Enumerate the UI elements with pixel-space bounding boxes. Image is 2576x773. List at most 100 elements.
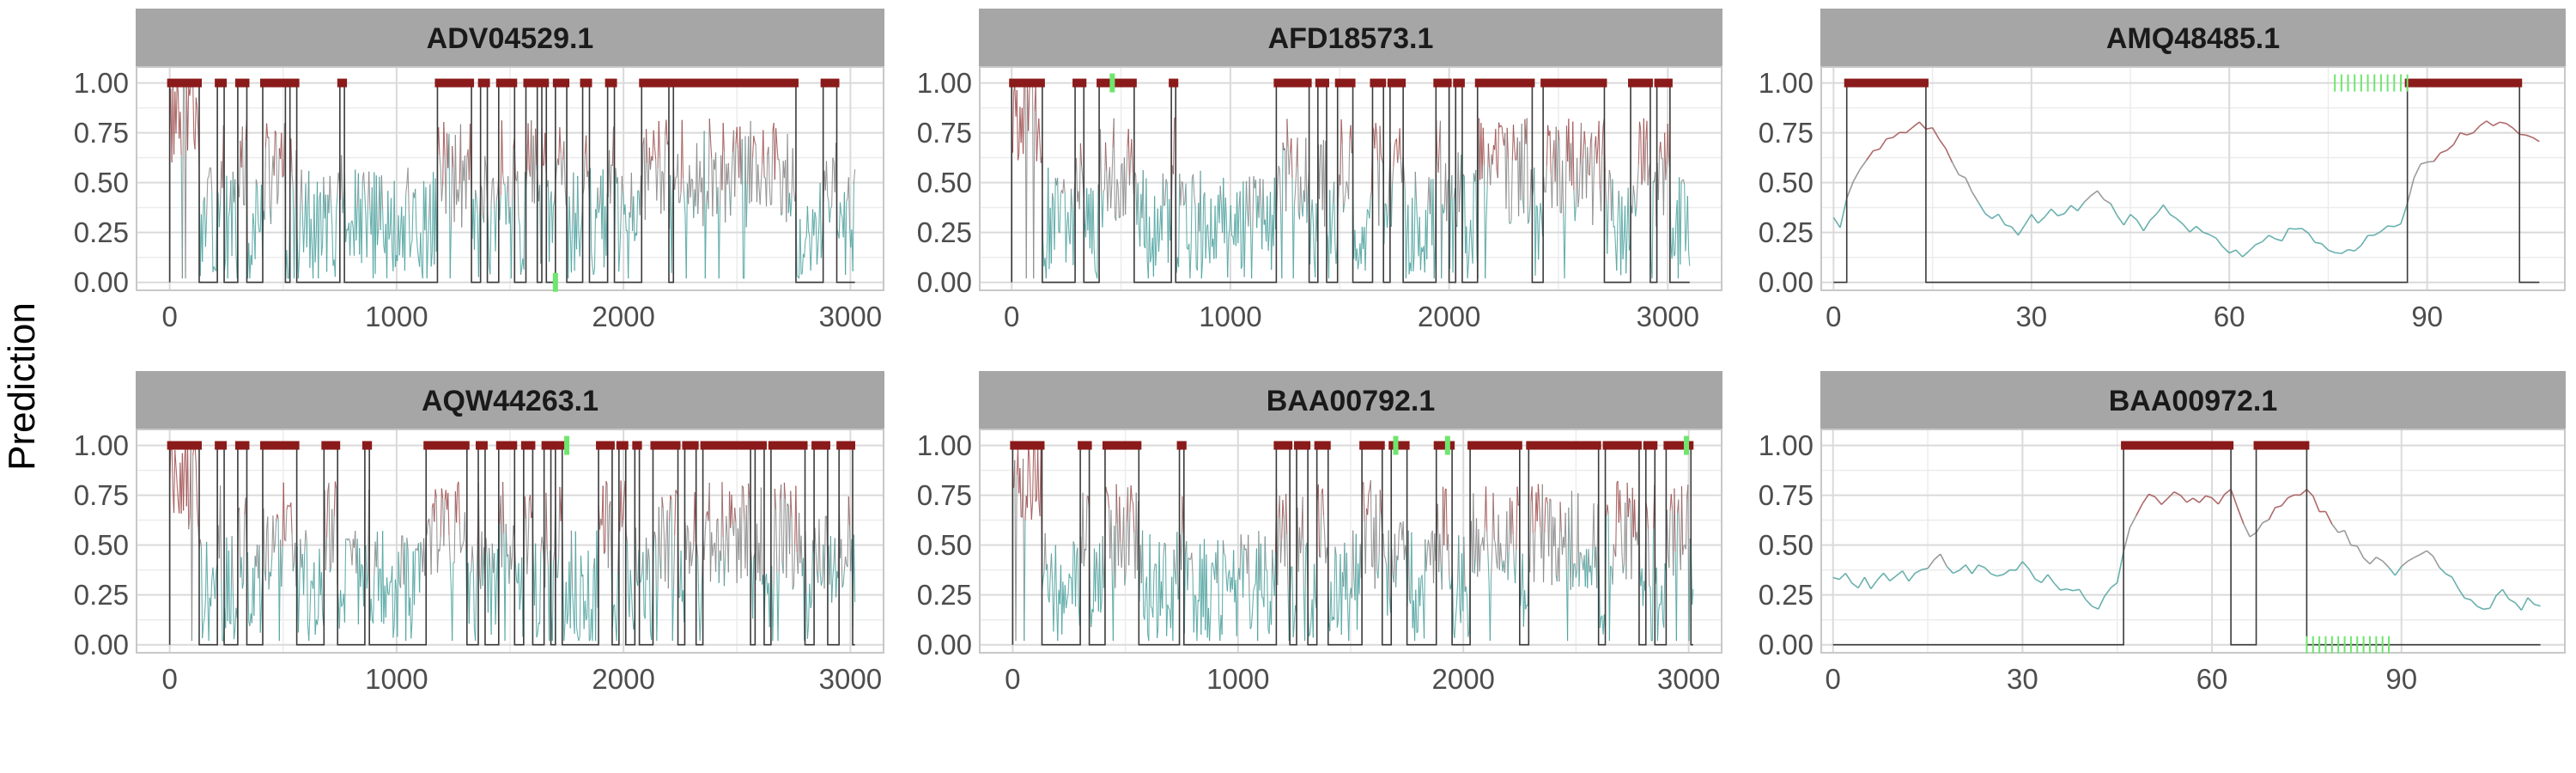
probability-segment [351,539,354,566]
reference-marks [1393,435,1690,455]
probability-segment [831,577,834,603]
probability-segment [1194,594,1197,598]
probability-segment [1882,572,1891,581]
probability-segment [1163,542,1166,545]
probability-segment [1487,143,1491,167]
probability-segment [413,549,416,606]
probability-segment [2117,215,2124,226]
probability-segment [2520,597,2529,611]
probability-segment [1524,590,1527,610]
probability-segment [2268,234,2276,240]
probability-segment [440,186,444,202]
probability-segment [1352,530,1355,581]
probability-segment [387,191,390,240]
probability-segment [656,586,659,642]
probability-segment [1137,183,1139,227]
y-tick-label: 1.00 [73,429,129,461]
probability-segment [1105,486,1108,493]
probability-segment [186,445,190,530]
probability-segment [1845,180,1855,199]
probability-segment [2483,607,2490,611]
probability-segment [1647,170,1649,186]
probability-segment [1242,545,1245,598]
probability-segment [649,156,653,170]
probability-segment [1271,215,1273,271]
probability-segment [746,483,750,576]
probability-segment [1627,498,1631,517]
probability-segment [1253,586,1255,591]
predicted-region-mark [1474,78,1535,88]
probability-segment [440,488,442,538]
probability-segment [1628,497,1631,503]
probability-segment [2413,163,2421,179]
probability-segment [1233,550,1236,603]
probability-segment [1542,532,1546,582]
probability-segment [2533,603,2541,607]
probability-segment [1507,157,1510,223]
probability-segment [1277,166,1279,184]
predicted-region-mark [1643,441,1658,450]
probability-segment [283,482,286,540]
facet-strip [1820,9,2566,67]
probability-segment [2198,495,2207,503]
probability-segment [1330,581,1333,621]
probability-segment [2104,587,2112,597]
probability-segment [587,551,590,642]
x-tick-label: 1000 [365,663,428,695]
probability-segment [800,273,803,275]
probability-segment [1889,575,1897,582]
probability-segment [273,543,276,553]
probability-segment [852,182,854,271]
predicted-region-mark [337,78,348,88]
probability-segment [1368,489,1370,495]
probability-segment [1449,198,1452,269]
probability-segment [630,589,634,616]
probability-segment [1859,160,1868,170]
probability-segment [754,142,756,146]
probability-segment [246,552,250,622]
probability-segment [1498,514,1500,570]
probability-segment [1675,513,1679,642]
probability-segment [2356,545,2365,558]
probability-segment [563,623,566,642]
probability-segment [1050,193,1054,264]
probability-segment [2249,532,2257,538]
probability-segment [801,253,805,274]
probability-segment [1649,587,1652,642]
probability-segment [2248,244,2257,252]
probability-segment [787,503,789,507]
x-tick-label: 3000 [1657,663,1720,695]
probability-segment [1558,140,1561,213]
facet-strip [1820,371,2566,429]
probability-segment [2506,123,2513,129]
probability-segment [2512,127,2520,135]
predicted-region-mark [605,78,617,88]
probability-segment [2096,190,2105,200]
probability-segment [392,566,394,638]
probability-segment [799,219,802,275]
probability-segment [276,134,278,204]
probability-segment [308,613,311,642]
probability-segment [1487,553,1490,583]
probability-segment [1914,569,1923,574]
probability-segment [1270,549,1273,625]
probability-segment [715,152,718,214]
probability-segment [1163,542,1165,557]
probability-segment [1030,502,1034,520]
probability-segment [741,139,744,279]
reference-mark [1393,435,1399,455]
probability-segment [1486,143,1489,186]
predicted-region-mark [1097,78,1137,88]
probability-segment [1879,138,1887,149]
probability-segment [660,496,663,579]
probability-segment [1866,150,1874,161]
probability-segment [753,136,756,143]
probability-segment [502,173,505,185]
probability-segment [204,216,208,247]
probability-segment [2215,237,2224,247]
probability-segment [732,508,736,537]
probability-segment [741,485,744,488]
probability-segment [2192,497,2200,503]
reference-marks [2334,74,2409,92]
probability-segment [365,545,368,589]
